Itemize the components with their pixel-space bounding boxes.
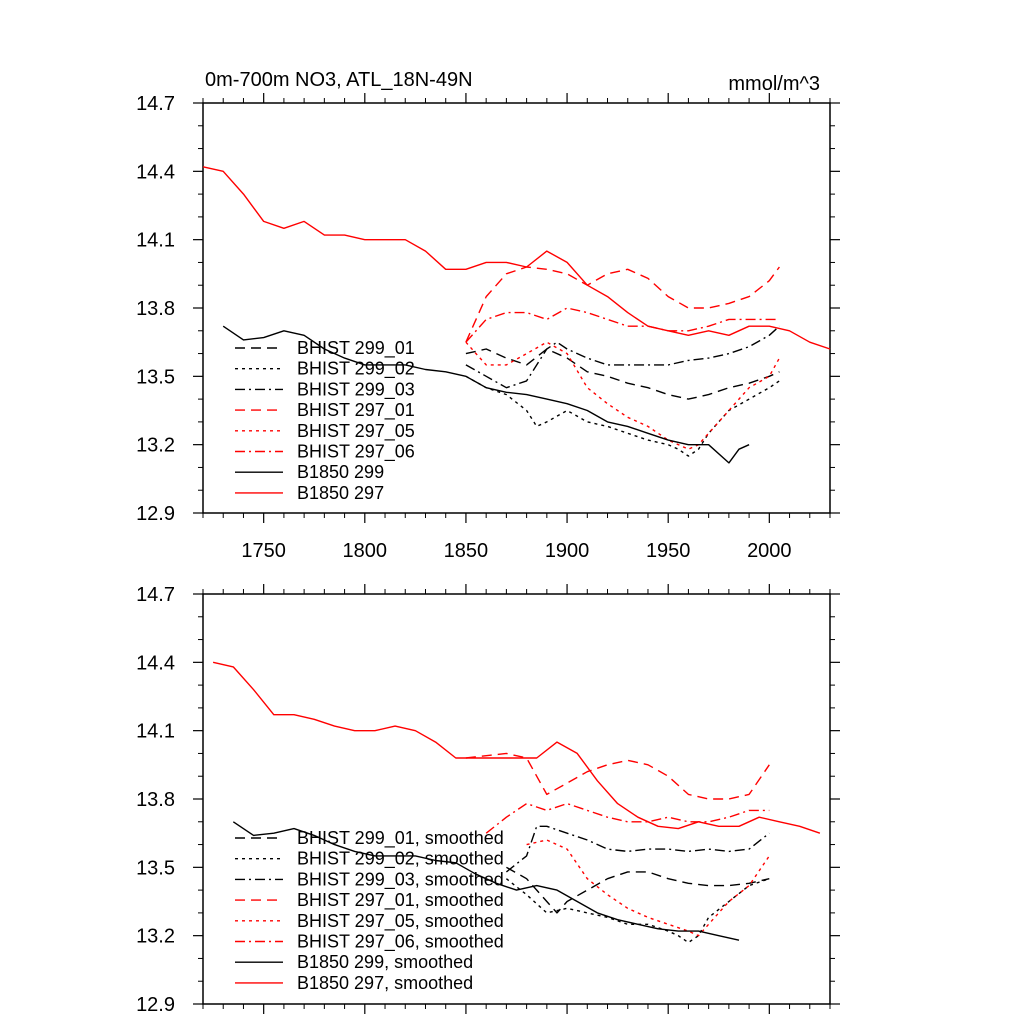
y-tick-label: 13.5 — [136, 857, 175, 879]
y-tick-label: 13.2 — [136, 435, 175, 457]
top-panel-title: 0m-700m NO3, ATL_18N-49N — [205, 69, 473, 91]
legend-label: BHIST 299_02, smoothed — [297, 849, 504, 870]
legend-label: BHIST 297_05 — [297, 421, 415, 442]
bottom-axis-ticks: 12.9 13.2 13.5 13.8 14.1 14.4 14.7 — [136, 584, 840, 1016]
top-axis-ticks: 1750 1800 1850 1900 1950 2000 12.9 13.2 13.5 13.8… — [136, 93, 840, 562]
series-line-bhist-297-06 — [465, 307, 780, 343]
series-line-bhist-297-06-smoothed — [485, 802, 770, 834]
legend-label: BHIST 299_03 — [297, 379, 415, 400]
y-tick-label: 12.9 — [136, 994, 175, 1016]
legend-label: BHIST 297_01 — [297, 400, 415, 421]
x-tick-label: 1900 — [545, 540, 590, 562]
legend-label: BHIST 297_05, smoothed — [297, 911, 504, 932]
legend-label: BHIST 297_06, smoothed — [297, 932, 504, 953]
y-tick-label: 14.1 — [136, 721, 175, 743]
bottom-panel: 12.9 13.2 13.5 13.8 14.1 14.4 14.7 BHIST 299_0… — [136, 584, 840, 1016]
legend-label: B1850 297, smoothed — [297, 973, 473, 993]
x-tick-label: 1750 — [241, 540, 286, 562]
legend-label: BHIST 297_01, smoothed — [297, 890, 504, 911]
y-tick-label: 13.2 — [136, 926, 175, 948]
series-line-b1850-297 — [202, 166, 831, 350]
series-line-bhist-299-02 — [465, 375, 780, 457]
series-line-bhist-299-02-smoothed — [505, 878, 770, 944]
y-tick-label: 14.4 — [136, 652, 175, 674]
series-line-bhist-299-01 — [465, 348, 780, 400]
series-line-b1850-299-smoothed — [232, 821, 740, 941]
y-tick-label: 14.7 — [136, 584, 175, 606]
legend-label: BHIST 299_01, smoothed — [297, 828, 504, 849]
legend-label: BHIST 299_03, smoothed — [297, 869, 504, 890]
legend-label: BHIST 299_02 — [297, 359, 415, 380]
bottom-series-group — [212, 661, 821, 944]
series-line-b1850-299 — [222, 325, 750, 464]
y-tick-label: 13.5 — [136, 366, 175, 388]
legend-label: B1850 297 — [297, 483, 384, 503]
top-panel: 0m-700m NO3, ATL_18N-49N mmol/m^3 1750 18… — [136, 69, 840, 562]
series-line-bhist-297-01-smoothed — [465, 752, 770, 800]
legend-label: B1850 299 — [297, 462, 384, 482]
y-tick-label: 13.8 — [136, 789, 175, 811]
series-line-bhist-299-03-smoothed — [505, 825, 770, 873]
legend-label: B1850 299, smoothed — [297, 952, 473, 972]
series-line-bhist-299-03 — [465, 325, 780, 389]
series-line-bhist-299-01-smoothed — [506, 866, 770, 914]
legend-label: BHIST 297_06 — [297, 442, 415, 463]
series-line-bhist-297-01 — [465, 266, 780, 343]
top-series-group — [202, 166, 831, 464]
legend-label: BHIST 299_01 — [297, 338, 415, 359]
x-tick-label: 1800 — [343, 540, 388, 562]
y-tick-label: 14.4 — [136, 161, 175, 183]
x-tick-label: 2000 — [747, 540, 792, 562]
x-tick-label: 1850 — [444, 540, 489, 562]
series-line-bhist-297-05-smoothed — [526, 839, 770, 937]
series-line-b1850-297-smoothed — [212, 661, 821, 834]
y-tick-label: 14.1 — [136, 230, 175, 252]
y-tick-label: 13.8 — [136, 298, 175, 320]
y-tick-label: 12.9 — [136, 503, 175, 525]
series-line-bhist-297-05 — [465, 341, 781, 450]
x-tick-label: 1950 — [646, 540, 691, 562]
top-panel-units: mmol/m^3 — [728, 73, 820, 95]
y-tick-label: 14.7 — [136, 93, 175, 115]
